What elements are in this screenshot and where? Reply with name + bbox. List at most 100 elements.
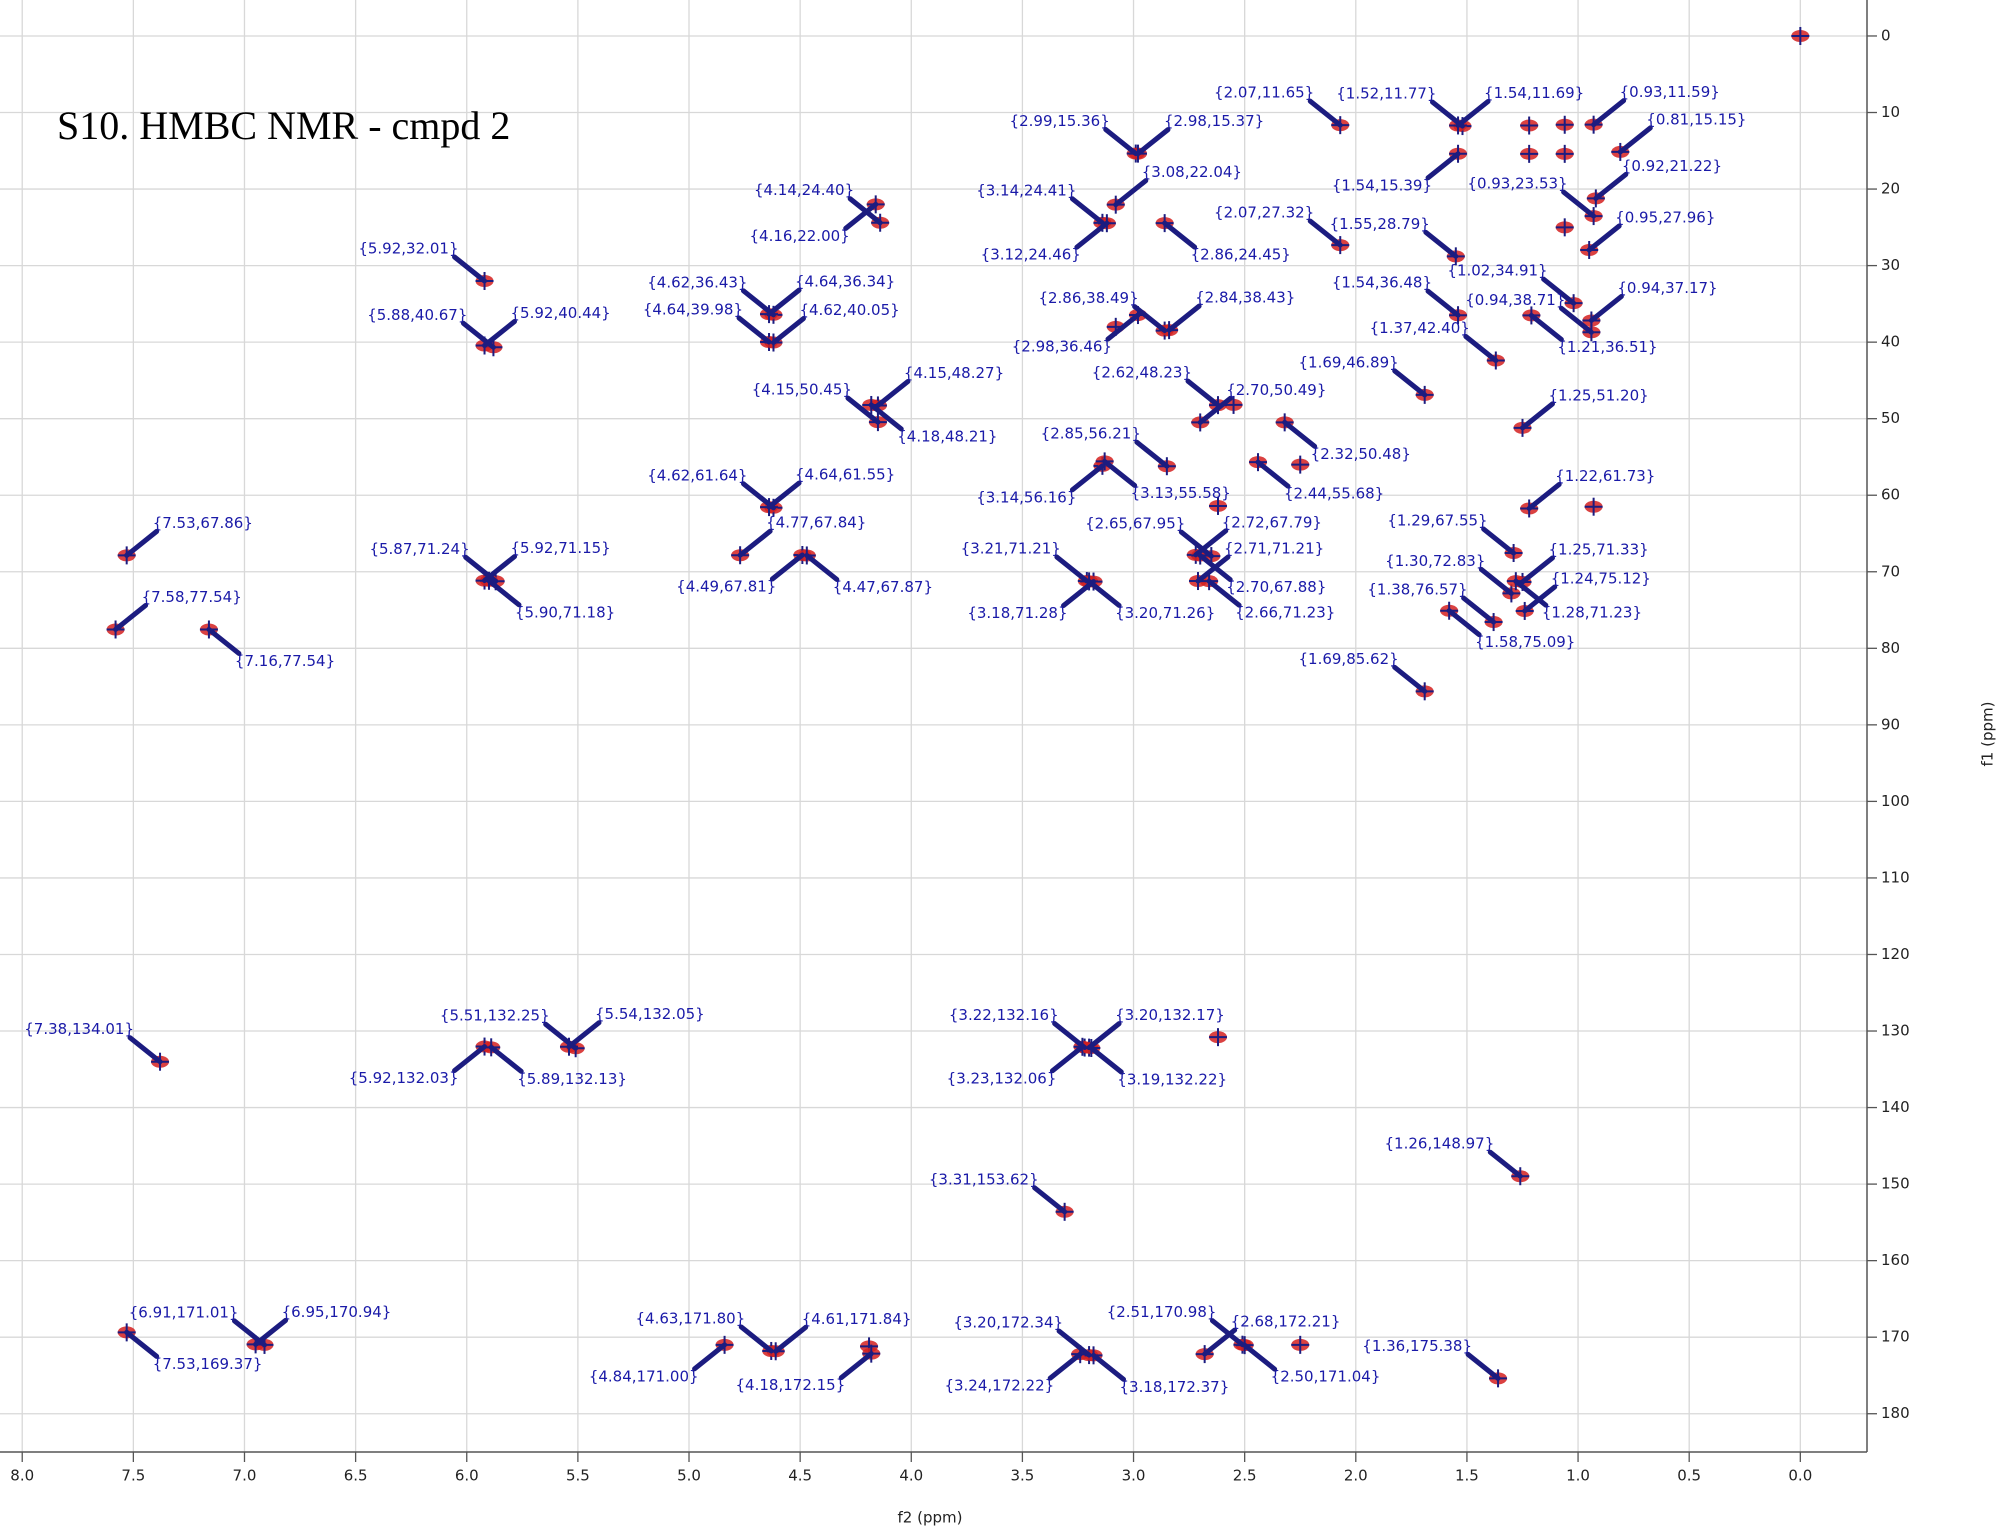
peak-label: {1.25,51.20} xyxy=(1548,386,1648,404)
peak-label: {1.02,34.91} xyxy=(1447,262,1547,280)
peak-labels: {2.07,11.65} {1.52,11.77} {1.54,11.69} {0.9… xyxy=(24,83,1746,1396)
label-arrow xyxy=(1392,368,1428,398)
y-tick-label: 140 xyxy=(1881,1098,1910,1116)
label-arrow xyxy=(1586,223,1622,253)
label-arrow xyxy=(1103,127,1139,157)
peak-label: {7.53,169.37} xyxy=(153,1355,263,1373)
unlabeled-peak xyxy=(1291,1335,1310,1354)
label-arrow xyxy=(566,1020,602,1050)
peak-label: {2.65,67.95} xyxy=(1085,515,1185,533)
peak-label: {3.20,172.34} xyxy=(953,1314,1063,1332)
label-arrow xyxy=(113,602,149,632)
peak-label: {1.37,42.40} xyxy=(1370,319,1470,337)
peak-label: {5.92,71.15} xyxy=(511,539,611,557)
label-arrow xyxy=(1446,608,1482,638)
peak-label: {4.62,36.43} xyxy=(647,273,747,291)
label-arrow xyxy=(1113,178,1149,208)
label-arrow xyxy=(1178,529,1214,559)
peak-label: {1.36,175.38} xyxy=(1362,1337,1472,1355)
peak-label: {2.70,67.88} xyxy=(1226,578,1326,596)
y-tick-label: 70 xyxy=(1881,562,1900,580)
peak-label: {3.24,172.22} xyxy=(944,1377,1054,1395)
label-arrow xyxy=(1195,554,1231,584)
label-arrow xyxy=(1528,312,1564,342)
label-arrow xyxy=(1069,463,1105,493)
peak-label: {0.93,11.59} xyxy=(1620,83,1720,101)
label-arrow xyxy=(1513,578,1549,608)
peak-label: {2.50,171.04} xyxy=(1271,1368,1381,1386)
peak-label: {1.28,71.23} xyxy=(1542,604,1642,622)
label-arrow xyxy=(804,552,840,582)
x-tick-label: 4.0 xyxy=(899,1467,923,1485)
x-tick-label: 0.5 xyxy=(1677,1467,1701,1485)
label-arrow xyxy=(1135,127,1171,157)
y-tick-label: 20 xyxy=(1881,180,1900,198)
label-arrow xyxy=(1162,220,1198,250)
peak-label: {2.66,71.23} xyxy=(1235,604,1335,622)
x-tick-label: 7.5 xyxy=(121,1467,145,1485)
label-arrow xyxy=(766,480,802,510)
label-arrow xyxy=(1487,1149,1523,1179)
label-arrow xyxy=(1202,1327,1238,1357)
y-tick-label: 40 xyxy=(1881,333,1900,351)
label-arrow xyxy=(738,1324,774,1354)
peak-label: {2.98,36.46} xyxy=(1012,338,1112,356)
label-arrow xyxy=(766,287,802,317)
peak-label: {5.92,132.03} xyxy=(349,1069,459,1087)
label-arrow xyxy=(769,552,805,582)
label-arrow xyxy=(482,554,518,584)
y-tick-label: 180 xyxy=(1881,1404,1910,1422)
peak-label: {4.64,39.98} xyxy=(643,300,743,318)
peak-label: {1.22,61.73} xyxy=(1555,467,1655,485)
chart-title: S10. HMBC NMR - cmpd 2 xyxy=(57,103,510,148)
label-arrow xyxy=(452,1044,488,1074)
label-arrow xyxy=(1307,98,1343,128)
x-tick-label: 3.0 xyxy=(1122,1467,1146,1485)
label-arrow xyxy=(1185,378,1221,408)
label-arrow xyxy=(1478,566,1514,596)
y-tick-label: 100 xyxy=(1881,792,1910,810)
x-tick-label: 4.5 xyxy=(788,1467,812,1485)
y-tick-label: 90 xyxy=(1881,715,1900,733)
label-arrow xyxy=(1193,528,1229,558)
peak-label: {0.93,23.53} xyxy=(1467,175,1567,193)
y-tick-label: 0 xyxy=(1881,26,1891,44)
unlabeled-peak xyxy=(1584,497,1603,516)
label-arrow xyxy=(1242,1342,1278,1372)
unlabeled-peak xyxy=(1208,1028,1227,1047)
x-tick-label: 1.5 xyxy=(1455,1467,1479,1485)
label-arrow xyxy=(736,315,772,345)
peak-label: {3.18,172.37} xyxy=(1120,1378,1230,1396)
unlabeled-peak xyxy=(1555,144,1574,163)
peak-label: {3.20,71.26} xyxy=(1115,604,1215,622)
x-tick-label: 5.0 xyxy=(677,1467,701,1485)
peak-label: {2.32,50.48} xyxy=(1311,445,1411,463)
peak-label: {4.84,171.00} xyxy=(589,1367,699,1385)
x-tick-label: 3.5 xyxy=(1010,1467,1034,1485)
peak-label: {4.64,61.55} xyxy=(795,466,895,484)
peak-label: {1.29,67.55} xyxy=(1387,512,1487,530)
label-arrow xyxy=(1588,293,1624,323)
y-tick-label: 150 xyxy=(1881,1175,1910,1193)
peak-label: {4.64,36.34} xyxy=(795,273,895,291)
label-arrow xyxy=(1429,99,1465,129)
label-arrow xyxy=(1558,305,1594,335)
peak-label: {2.51,170.98} xyxy=(1107,1303,1217,1321)
peak-label: {0.94,38.71} xyxy=(1465,291,1565,309)
unlabeled-peak xyxy=(1520,116,1539,135)
label-arrow xyxy=(1086,578,1122,608)
label-arrow xyxy=(1047,1351,1083,1381)
label-arrow xyxy=(1526,481,1562,511)
peak-label: {0.81,15.15} xyxy=(1646,110,1746,128)
peak-label: {3.23,132.06} xyxy=(947,1069,1057,1087)
label-arrow xyxy=(1032,1185,1068,1215)
label-arrow xyxy=(770,316,806,346)
peak-label: {4.15,48.27} xyxy=(904,364,1004,382)
label-arrow xyxy=(1061,579,1097,609)
peak-label: {3.08,22.04} xyxy=(1142,163,1242,181)
label-arrow xyxy=(1455,98,1491,128)
y-tick-label: 170 xyxy=(1881,1328,1910,1346)
x-tick-label: 7.0 xyxy=(233,1467,257,1485)
peak-label: {5.51,132.25} xyxy=(440,1007,550,1025)
x-tick-label: 5.5 xyxy=(566,1467,590,1485)
